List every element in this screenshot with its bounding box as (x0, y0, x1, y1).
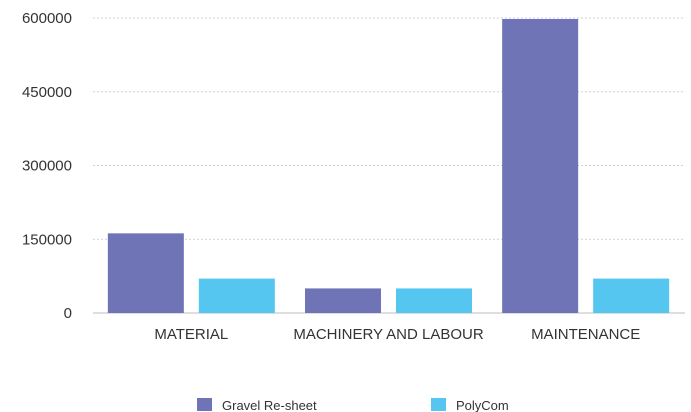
x-category-label: MAINTENANCE (531, 326, 640, 343)
y-tick-label: 600000 (22, 10, 72, 27)
y-axis-ticks: 0 150000 300000 450000 600000 (22, 10, 72, 322)
legend-swatch (197, 398, 212, 411)
legend-swatch (431, 398, 446, 411)
bar-gravel-re-sheet-1 (305, 288, 381, 313)
x-category-label: MATERIAL (154, 326, 228, 343)
legend-label: PolyCom (456, 398, 509, 412)
bar-polycom-0 (198, 278, 275, 313)
gridlines (93, 17, 685, 314)
y-tick-label: 150000 (22, 231, 72, 248)
legend-label: Gravel Re-sheet (222, 398, 317, 412)
y-tick-label: 450000 (22, 84, 72, 101)
legend: Gravel Re-sheet PolyCom (197, 398, 509, 412)
y-tick-label: 0 (64, 305, 72, 322)
y-tick-label: 300000 (22, 158, 72, 175)
bar-gravel-re-sheet-2 (502, 18, 579, 313)
x-category-label: MACHINERY AND LABOUR (293, 326, 483, 343)
bars (107, 18, 670, 313)
x-axis-categories: MATERIAL MACHINERY AND LABOUR MAINTENANCE (154, 326, 640, 343)
bar-polycom-2 (593, 278, 670, 313)
bar-gravel-re-sheet-0 (107, 233, 184, 313)
bar-polycom-1 (396, 288, 472, 313)
